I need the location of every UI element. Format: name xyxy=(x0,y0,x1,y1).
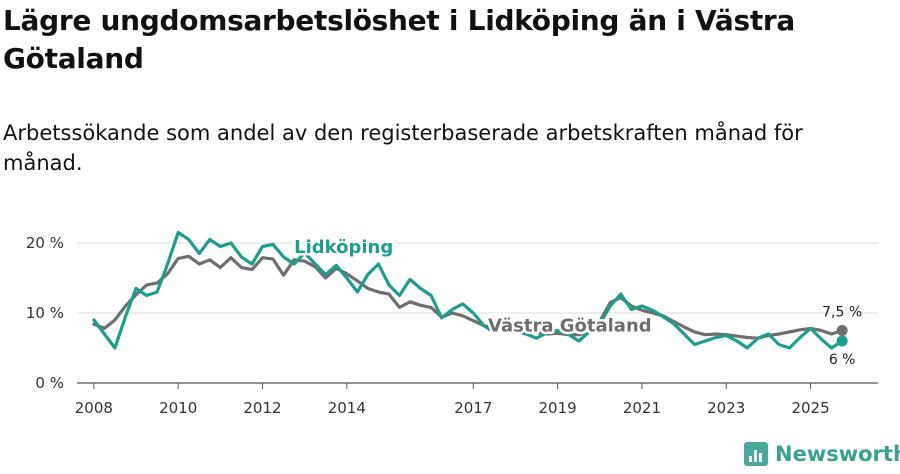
brand-name: Newsworthy xyxy=(775,442,900,466)
x-tick-label: 2010 xyxy=(159,399,197,417)
x-tick-label: 2023 xyxy=(707,399,745,417)
y-tick-label: 20 % xyxy=(26,234,64,252)
gridlines xyxy=(77,242,878,384)
x-tick-label: 2019 xyxy=(539,399,577,417)
x-tick-label: 2021 xyxy=(623,399,661,417)
series-label: Västra Götaland xyxy=(488,316,652,337)
axes: 0 % 10 % 20 % 2008 2010 2012 2014 2017 2019 2021 2… xyxy=(26,234,830,417)
end-point xyxy=(836,335,848,347)
x-tick-label: 2012 xyxy=(243,399,281,417)
series-lines xyxy=(92,230,844,350)
end-value-label: 6 % xyxy=(829,352,856,368)
series-labels: Lidköping Västra Götaland 7,5 % 6 % xyxy=(292,235,863,368)
chart-subtitle: Arbetssökande som andel av den registerb… xyxy=(3,121,803,175)
x-tick-label: 2017 xyxy=(454,399,492,417)
y-tick-label: 10 % xyxy=(26,304,64,322)
brand-logo[interactable]: Newsworthy xyxy=(744,442,900,466)
series-label: Lidköping xyxy=(294,237,393,258)
x-tick-label: 2014 xyxy=(328,399,366,417)
bar-chart-icon xyxy=(744,442,768,466)
end-point xyxy=(836,325,848,336)
end-value-label: 7,5 % xyxy=(822,305,862,321)
series-line-lidk-ping xyxy=(92,230,844,350)
chart-title: Lägre ungdomsarbetslöshet i Lidköping än… xyxy=(3,4,796,75)
x-tick-label: 2025 xyxy=(791,399,829,417)
x-tick-label: 2008 xyxy=(75,399,113,417)
y-tick-label: 0 % xyxy=(35,374,64,392)
series-line-v-stra-g-taland xyxy=(92,254,844,340)
